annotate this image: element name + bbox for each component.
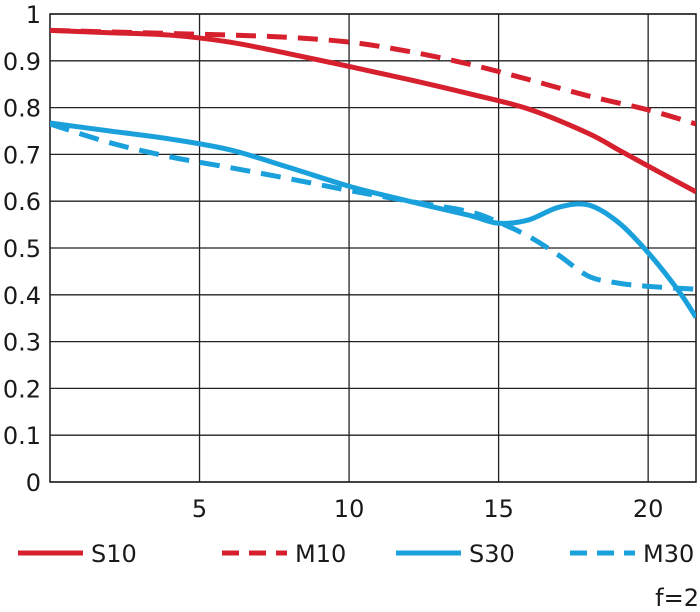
x-tick-label-3: 20 — [633, 495, 664, 523]
series-line-s30 — [50, 120, 696, 319]
series-line-s10 — [50, 27, 696, 195]
y-tick-label-9: 0.9 — [3, 48, 41, 76]
legend-label-m10: M10 — [295, 540, 346, 568]
plot-frame — [49, 13, 697, 483]
y-tick-label-8: 0.8 — [3, 95, 41, 123]
y-tick-label-0: 0 — [26, 469, 41, 497]
x-tick-label-2: 15 — [483, 495, 514, 523]
legend-label-s10: S10 — [91, 540, 137, 568]
grid — [49, 13, 697, 483]
y-tick-labels: 0 0.1 0.2 0.3 0.4 0.5 0.6 0.7 0.8 0.9 1 — [3, 1, 41, 497]
y-tick-label-2: 0.2 — [3, 375, 41, 403]
series-lines — [50, 27, 696, 319]
series-line-m30 — [50, 121, 696, 292]
y-tick-label-5: 0.5 — [3, 235, 41, 263]
x-tick-label-0: 5 — [192, 495, 207, 523]
x-tick-label-1: 10 — [334, 495, 365, 523]
y-tick-label-1: 0.1 — [3, 422, 41, 450]
y-tick-label-6: 0.6 — [3, 188, 41, 216]
aperture-annotation: f=2 — [655, 584, 699, 612]
y-tick-label-10: 1 — [26, 1, 41, 29]
legend-label-s30: S30 — [469, 540, 515, 568]
y-tick-label-3: 0.3 — [3, 329, 41, 357]
legend-label-m30: M30 — [643, 540, 694, 568]
x-tick-labels: 5 10 15 20 — [192, 495, 664, 523]
y-tick-label-7: 0.7 — [3, 141, 41, 169]
y-tick-label-4: 0.4 — [3, 282, 41, 310]
legend: S10 M10 S30 M30 — [18, 540, 694, 568]
series-line-m10 — [50, 27, 696, 127]
